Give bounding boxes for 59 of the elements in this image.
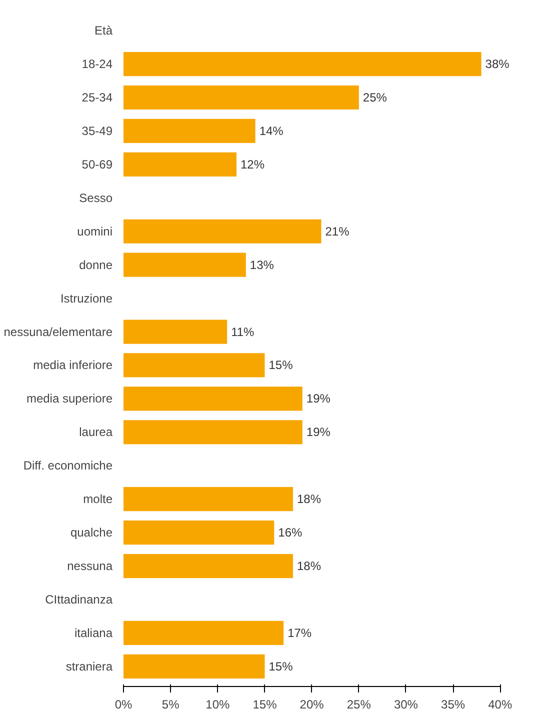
- y-tick-label: CIttadinanza: [45, 592, 113, 606]
- bar: [124, 219, 322, 244]
- data-label: 17%: [288, 626, 312, 640]
- data-label: 18%: [296, 492, 322, 506]
- y-tick-label: media inferiore: [33, 358, 113, 372]
- bar: [124, 118, 256, 144]
- data-label: 13%: [250, 258, 274, 272]
- bar: [124, 320, 228, 344]
- y-tick-label: 50-69: [82, 157, 113, 172]
- y-tick-label: donne: [79, 258, 113, 272]
- bar: [124, 654, 265, 678]
- data-label: 16%: [278, 526, 302, 540]
- data-label: 12%: [240, 157, 265, 172]
- bar: [124, 420, 302, 444]
- y-tick-label: uomini: [77, 224, 113, 238]
- bar: [124, 52, 482, 76]
- data-label: 19%: [306, 425, 331, 440]
- y-tick-label: nessuna: [67, 559, 113, 574]
- data-label: 21%: [325, 224, 350, 238]
- y-tick-label: 18-24: [82, 57, 113, 72]
- x-tick-label: 35%: [441, 698, 466, 712]
- x-tick-label: 5%: [162, 698, 180, 712]
- data-label: 11%: [231, 324, 255, 339]
- bar: [124, 252, 246, 277]
- bar: [124, 520, 274, 545]
- x-tick-label: 30%: [394, 698, 418, 712]
- data-label: 14%: [259, 124, 284, 138]
- y-tick-label: Diff. economiche: [23, 458, 113, 473]
- data-label: 38%: [485, 57, 510, 72]
- x-tick-label: 10%: [206, 698, 230, 712]
- bar: [124, 152, 236, 176]
- y-tick-label: straniera: [66, 659, 113, 674]
- x-tick-label: 40%: [488, 698, 512, 712]
- data-label: 25%: [362, 90, 388, 105]
- y-tick-label: molte: [83, 492, 113, 506]
- bar: [124, 353, 265, 378]
- bar: [124, 85, 359, 110]
- y-tick-label: media superiore: [26, 392, 113, 406]
- data-label: 18%: [296, 559, 322, 574]
- data-label: 19%: [306, 392, 331, 406]
- y-tick-label: laurea: [79, 425, 113, 440]
- y-tick-label: 35-49: [82, 124, 113, 138]
- x-tick-label: 20%: [300, 698, 324, 712]
- bar: [124, 554, 293, 578]
- y-tick-label: Istruzione: [60, 291, 113, 306]
- bar: [124, 386, 302, 411]
- y-tick-label: Sesso: [79, 190, 113, 205]
- y-tick-label: qualche: [70, 526, 113, 540]
- bar: [124, 620, 284, 646]
- x-tick-label: 15%: [252, 698, 278, 712]
- x-tick-label: 25%: [346, 698, 372, 712]
- bar: [124, 487, 293, 512]
- data-label: 15%: [268, 659, 294, 674]
- y-tick-label: 25-34: [82, 90, 113, 105]
- y-tick-label: nessuna/elementare: [4, 324, 113, 339]
- x-tick-label: 0%: [114, 698, 132, 712]
- data-label: 15%: [268, 358, 294, 372]
- y-tick-label: Età: [94, 24, 113, 38]
- y-tick-label: italiana: [74, 626, 113, 640]
